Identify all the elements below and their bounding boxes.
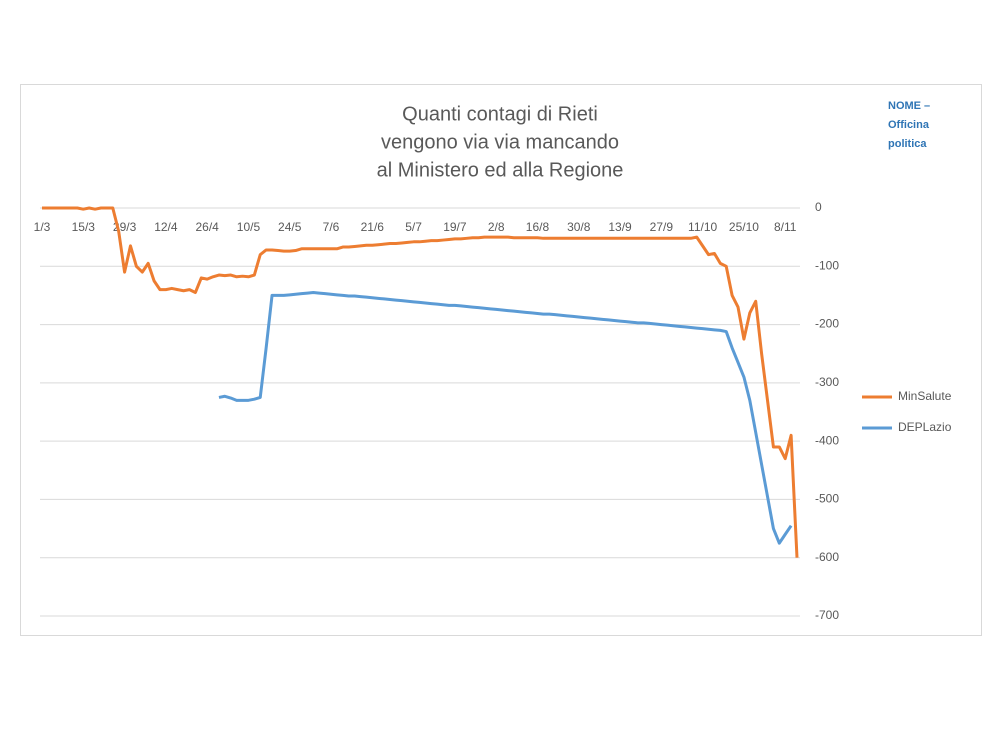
x-tick-label: 26/4 (195, 220, 219, 234)
annotation: politica (888, 138, 927, 150)
x-tick-label: 8/11 (774, 220, 797, 234)
x-tick-label: 10/5 (237, 220, 261, 234)
x-tick-label: 13/9 (608, 220, 632, 234)
y-tick-label: -200 (815, 317, 839, 331)
chart-title: vengono via via mancando (381, 131, 619, 153)
x-tick-label: 11/10 (688, 220, 717, 234)
x-tick-label: 1/3 (34, 220, 51, 234)
y-tick-label: -700 (815, 608, 839, 622)
x-tick-label: 2/8 (488, 220, 505, 234)
x-tick-label: 7/6 (323, 220, 340, 234)
x-tick-label: 19/7 (443, 220, 467, 234)
x-tick-label: 27/9 (650, 220, 674, 234)
data-line (42, 206, 799, 558)
annotation: NOME – (888, 100, 930, 112)
chart-frame (20, 84, 982, 636)
legend-label: DEPLazio (898, 420, 952, 434)
x-tick-label: 15/3 (72, 220, 96, 234)
x-tick-label: 16/8 (526, 220, 550, 234)
data-line (218, 291, 793, 545)
x-tick-label: 21/6 (361, 220, 385, 234)
y-tick-label: -400 (815, 433, 839, 447)
y-tick-label: -100 (815, 258, 839, 272)
legend-label: MinSalute (898, 389, 952, 403)
y-tick-label: -500 (815, 492, 839, 506)
x-tick-label: 25/10 (729, 220, 759, 234)
x-tick-label: 24/5 (278, 220, 302, 234)
annotation: Officina (888, 119, 930, 131)
y-tick-label: 0 (815, 200, 822, 214)
x-tick-label: 5/7 (405, 220, 422, 234)
x-tick-label: 12/4 (154, 220, 178, 234)
chart-title: Quanti contagi di Rieti (402, 103, 598, 125)
y-tick-label: -300 (815, 375, 839, 389)
y-tick-label: -600 (815, 550, 839, 564)
chart-title: al Ministero ed alla Regione (377, 159, 624, 181)
x-tick-label: 30/8 (567, 220, 591, 234)
